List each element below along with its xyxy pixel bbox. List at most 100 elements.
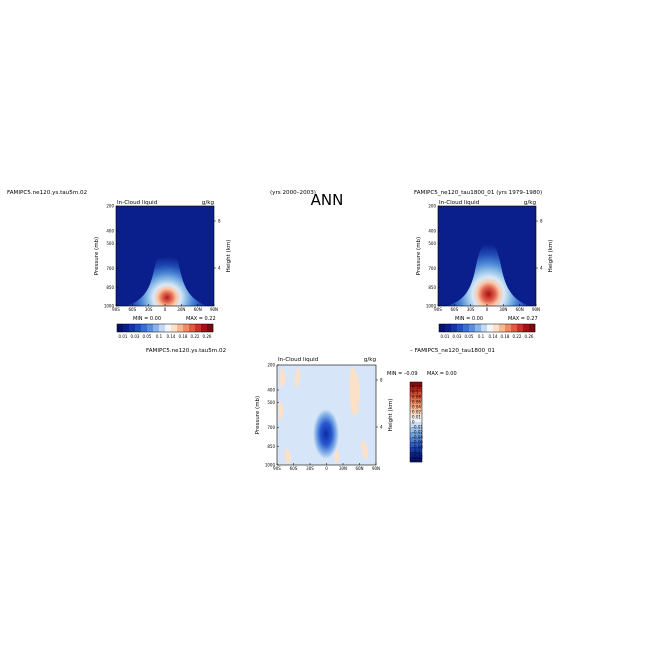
colorbar-box [410,442,422,448]
x-tick-label: 90S [112,307,120,312]
panel-3-negative-anomaly [313,409,339,459]
colorbar-box [410,417,422,423]
panel-3: FAMIPC5.ne120.ys.tau5m.02 – FAMIPC5_ne12… [146,348,495,466]
colorbar-box [410,437,422,443]
x-tick-label: 30S [467,307,475,312]
colorbar-label: 0.01 [119,334,128,339]
panel-1-ylabel: Pressure (mb) [94,237,100,275]
y-tick-label: 200 [106,204,114,209]
panel-2-ylabel-right: Height (km) [548,240,554,273]
colorbar-label: –0.12 [412,455,423,460]
x-tick-label: 0 [325,466,328,471]
panel-3-left-title: FAMIPC5.ne120.ys.tau5m.02 [146,348,226,354]
colorbar-label: 0.01 [412,415,421,420]
colorbar-label: 0.1 [478,334,485,339]
colorbar-label: 0.22 [191,334,200,339]
colorbar-label: 0.03 [131,334,140,339]
colorbar-label: 0.1 [156,334,163,339]
colorbar-box [410,387,422,393]
colorbar-box [159,324,166,332]
y-tick-label: 1000 [426,304,437,309]
colorbar-box [463,324,470,332]
panel-2-units: g/kg [524,200,537,206]
colorbar-box [451,324,458,332]
x-tick-label: 0 [486,307,489,312]
x-tick-label: 60S [290,466,298,471]
panel-1: FAMIPC5.ne120.ys.tau5m.02 (yrs 2000–2003… [7,190,316,339]
y-tick-label: 200 [428,204,436,209]
colorbar-box [410,422,422,428]
colorbar-box [410,397,422,403]
colorbar-label: 0.05 [465,334,474,339]
colorbar-label: 0.18 [179,334,188,339]
colorbar-box [207,324,214,332]
x-tick-label: 60N [355,466,363,471]
x-tick-label: 30S [145,307,153,312]
panel-1-units: g/kg [202,200,215,206]
y-right-tick-label: 4 [380,425,383,430]
panel-3-positive-patches [278,366,369,464]
colorbar-label: 0.26 [203,334,212,339]
x-tick-label: 60S [129,307,137,312]
y-tick-label: 850 [106,285,114,290]
x-tick-label: 30N [339,466,347,471]
colorbar-box [505,324,512,332]
panel-1-max-text: MAX = 0.22 [186,316,216,322]
colorbar-label: 0.1 [412,390,419,395]
y-tick-label: 400 [267,388,275,393]
colorbar-label: –0.02 [412,430,423,435]
colorbar-box [499,324,506,332]
y-tick-label: 500 [267,400,275,405]
colorbar-frame [116,323,214,333]
colorbar-box [445,324,452,332]
colorbar-box [410,447,422,453]
panel-1-ylabel-right: Height (km) [226,240,232,273]
colorbar-box [410,432,422,438]
colorbar-label: –0.06 [412,440,423,445]
panel-1-min-text: MIN = 0.00 [133,316,161,322]
y-tick-label: 850 [428,285,436,290]
colorbar-box [189,324,196,332]
x-tick-label: 30N [499,307,507,312]
colorbar-label: –0.04 [412,435,423,440]
colorbar-box [147,324,154,332]
colorbar-frame [438,323,536,333]
colorbar-box [129,324,136,332]
panel-2-plot-label: In-Cloud liquid [439,200,480,206]
panel-1-colorbar: 0.01 0.03 0.05 0.1 0.14 0.18 0.22 0.26 [116,323,214,339]
panel-2-left-title: FAMIPC5_ne120_tau1800_01 (yrs 1979–1980) [414,190,542,196]
colorbar-box [201,324,208,332]
colorbar-box [135,324,142,332]
x-tick-label: 60N [194,307,202,312]
x-tick-label: 0 [164,307,167,312]
panel-3-ylabel-right: Height (km) [388,399,394,432]
colorbar-box [410,402,422,408]
panel-3-min-text: MIN = –0.09 [387,371,418,377]
panel-2-axes: 90S 60S 30S 0 30N 60N 90N 200 400 500 700 850 1000 8 4 [426,204,543,313]
y-tick-label: 1000 [265,463,276,468]
colorbar-label: 0.14 [167,334,176,339]
colorbar-box [469,324,476,332]
panel-2: FAMIPC5_ne120_tau1800_01 (yrs 1979–1980)… [414,190,554,339]
y-tick-label: 200 [267,363,275,368]
colorbar-label: 0.05 [143,334,152,339]
colorbar-box [457,324,464,332]
colorbar-label: 0.22 [513,334,522,339]
colorbar-label: –0.1 [412,450,421,455]
colorbar-label: 0.08 [412,395,421,400]
panel-2-cloud-shape [447,240,530,306]
y-tick-label: 700 [267,425,275,430]
colorbar-box [171,324,178,332]
colorbar-box [123,324,130,332]
panel-2-ylabel: Pressure (mb) [416,237,422,275]
colorbar-box [481,324,488,332]
panel-1-left-title: FAMIPC5.ne120.ys.tau5m.02 [7,190,87,196]
colorbar-label: 0 [412,420,415,425]
colorbar-box [511,324,518,332]
colorbar-box [177,324,184,332]
colorbar-box [165,324,172,332]
panel-3-ylabel: Pressure (mb) [255,396,261,434]
x-tick-label: 90N [210,307,218,312]
colorbar-box [117,324,124,332]
y-tick-label: 700 [428,266,436,271]
